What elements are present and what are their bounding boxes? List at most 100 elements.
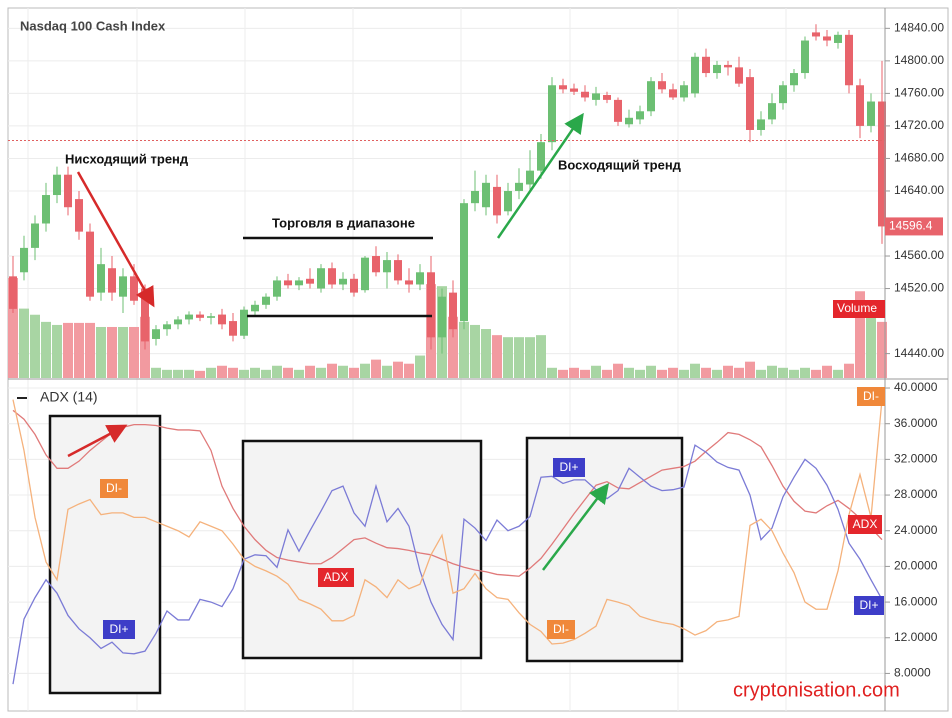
volume-bar <box>173 369 183 378</box>
volume-bar <box>448 316 458 378</box>
volume-bar <box>602 369 612 378</box>
volume-bar <box>195 370 205 378</box>
candle-body <box>493 186 501 216</box>
volume-bar <box>844 363 854 378</box>
candle-body <box>735 67 743 84</box>
series-tag-label: DI+ <box>859 598 878 612</box>
series-tag-label: DI+ <box>109 622 128 636</box>
volume-bar <box>591 365 601 378</box>
volume-bar <box>624 367 634 378</box>
volume-bar <box>679 369 689 378</box>
volume-bar <box>162 369 172 378</box>
volume-bar <box>382 365 392 378</box>
candle-body <box>196 314 204 318</box>
candle-body <box>823 36 831 41</box>
candle-body <box>64 174 72 208</box>
volume-tag <box>833 300 885 318</box>
volume-bar <box>470 324 480 378</box>
watermark: cryptonisation.com <box>733 679 900 701</box>
volume-bar <box>371 359 381 378</box>
candle-body <box>757 119 765 130</box>
candle-body <box>614 99 622 122</box>
candle-body <box>383 260 391 273</box>
candle-body <box>306 278 314 284</box>
candle-body <box>713 64 721 74</box>
volume-bar <box>459 321 469 378</box>
candle-body <box>471 190 479 204</box>
candle-body <box>636 111 644 120</box>
candle-body <box>515 182 523 191</box>
candle-body <box>86 231 94 297</box>
volume-bar <box>690 363 700 378</box>
volume-bar <box>415 355 425 378</box>
candle-body <box>669 89 677 98</box>
volume-bar <box>855 291 865 378</box>
price-tag <box>885 217 943 236</box>
candle-body <box>31 223 39 248</box>
candle-body <box>812 32 820 37</box>
candle-body <box>592 93 600 100</box>
volume-bar <box>118 326 128 378</box>
candle-body <box>724 64 732 68</box>
candle-body <box>790 73 798 86</box>
volume-bar <box>657 369 667 378</box>
candle-body <box>295 280 303 286</box>
y-tick-label: 12.0000 <box>894 630 938 644</box>
candle-body <box>856 85 864 126</box>
candle-body <box>867 101 875 126</box>
volume-bar <box>316 367 326 378</box>
volume-bar <box>866 316 876 378</box>
volume-bar <box>800 367 810 378</box>
annotation: Восходящий тренд <box>558 157 682 172</box>
volume-bar <box>184 369 194 378</box>
series-tag <box>100 479 128 498</box>
candle-body <box>845 34 853 86</box>
candle-body <box>416 272 424 285</box>
candle-body <box>438 296 446 338</box>
candle-body <box>273 280 281 297</box>
volume-bar <box>481 329 491 378</box>
volume-bar <box>261 369 271 378</box>
y-tick-label: 14520.00 <box>894 281 944 295</box>
candle-body <box>405 280 413 285</box>
y-tick-label: 14800.00 <box>894 53 944 67</box>
volume-bar <box>701 367 711 378</box>
candle-body <box>350 278 358 293</box>
candle-body <box>152 329 160 339</box>
y-tick-label: 14720.00 <box>894 118 944 132</box>
candle-body <box>174 319 182 325</box>
candle-body <box>680 85 688 98</box>
volume-bar <box>63 322 73 378</box>
candle-body <box>504 190 512 212</box>
candle-body <box>537 142 545 171</box>
volume-bar <box>19 308 29 378</box>
candle-body <box>526 170 534 185</box>
series-tag <box>854 596 884 615</box>
candle-body <box>163 324 171 330</box>
volume-bar <box>877 321 887 378</box>
volume-bar <box>272 365 282 378</box>
volume-bar <box>151 367 161 378</box>
volume-bar <box>30 314 40 378</box>
y-tick-label: 14680.00 <box>894 151 944 165</box>
candle-body <box>625 117 633 125</box>
volume-bar <box>41 321 51 378</box>
candle-body <box>328 268 336 285</box>
candle-body <box>75 199 83 232</box>
volume-bar <box>668 367 678 378</box>
volume-bar <box>206 367 216 378</box>
volume-bar <box>514 337 524 378</box>
volume-bar <box>305 365 315 378</box>
y-tick-label: 16.0000 <box>894 594 938 608</box>
trend-arrow <box>67 424 128 458</box>
candle-body <box>251 304 259 312</box>
y-tick-label: 36.0000 <box>894 416 938 430</box>
volume-bar <box>129 326 139 378</box>
volume-bar <box>74 322 84 378</box>
series-tag-label: DI- <box>106 481 122 495</box>
y-tick-label: 14760.00 <box>894 86 944 100</box>
series-tag <box>553 458 585 477</box>
candle-body <box>108 268 116 293</box>
volume-bar <box>107 326 117 378</box>
volume-bar <box>96 326 106 378</box>
